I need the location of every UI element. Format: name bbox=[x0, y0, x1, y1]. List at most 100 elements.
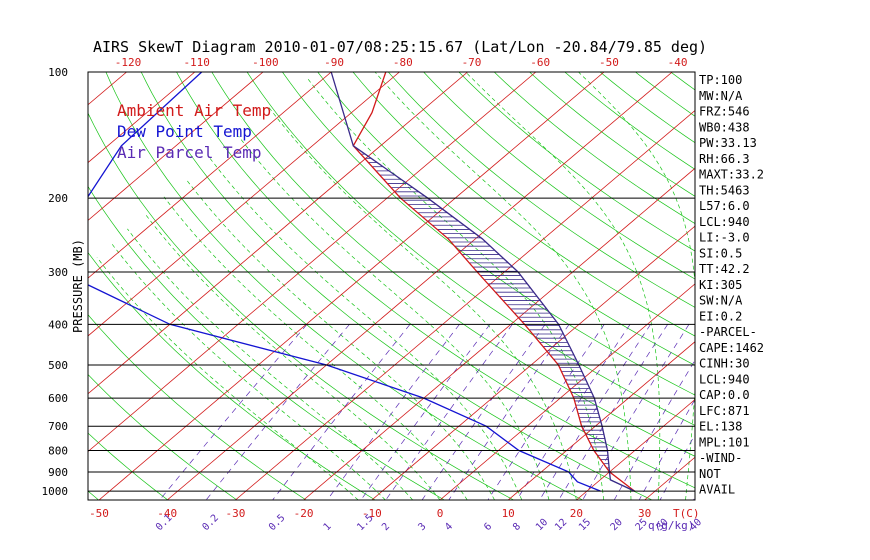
stat-line: RH:66.3 bbox=[699, 152, 750, 166]
top-temp-tick-label: -100 bbox=[252, 56, 279, 69]
stat-line: FRZ:546 bbox=[699, 105, 750, 119]
stat-line: L57:6.0 bbox=[699, 199, 750, 213]
pressure-tick-label: 500 bbox=[48, 359, 68, 372]
mixing-ratio-label: 2 bbox=[380, 521, 392, 533]
dry-adiabat-line bbox=[88, 185, 445, 500]
dry-adiabat-line bbox=[140, 72, 653, 500]
isotherm-line bbox=[88, 72, 468, 395]
stat-line: TT:42.2 bbox=[699, 262, 750, 276]
stat-line: MW:N/A bbox=[699, 89, 743, 103]
dry-adiabat-line bbox=[847, 72, 870, 500]
top-temp-tick-label: -110 bbox=[183, 56, 210, 69]
moist-adiabat-line bbox=[374, 72, 632, 500]
dry-adiabat-line bbox=[176, 72, 695, 489]
mixing-ratio-label: 8 bbox=[511, 521, 523, 533]
isotherm-line bbox=[781, 72, 870, 500]
pressure-tick-label: 700 bbox=[48, 420, 68, 433]
pressure-tick-label: 600 bbox=[48, 392, 68, 405]
mixing-ratio-line bbox=[638, 398, 695, 500]
isotherm-line bbox=[235, 109, 695, 500]
bottom-temp-tick-label: -30 bbox=[225, 507, 245, 520]
mixing-ratio-line bbox=[326, 324, 460, 500]
mixing-ratio-line bbox=[421, 324, 546, 500]
mixing-ratio-label: 0.2 bbox=[200, 513, 221, 534]
bottom-temp-tick-label: 0 bbox=[437, 507, 444, 520]
dry-adiabat-line bbox=[88, 314, 307, 500]
stat-line: SI:0.5 bbox=[699, 246, 742, 260]
stat-line: TH:5463 bbox=[699, 183, 750, 197]
parcel-temp-line bbox=[330, 72, 635, 492]
bottom-temp-tick-label: -40 bbox=[157, 507, 177, 520]
bottom-temp-ticks: -50 -40 -30 -20 -10 0 10 20 30 bbox=[89, 507, 651, 520]
isotherm-line bbox=[644, 456, 695, 500]
stat-line: LCL:940 bbox=[699, 215, 750, 229]
stat-line: NOT bbox=[699, 467, 721, 481]
isotherm-line bbox=[88, 72, 332, 279]
mixing-ratio-lines bbox=[159, 324, 695, 500]
isotherm-line bbox=[371, 225, 695, 500]
top-temp-tick-label: -120 bbox=[115, 56, 142, 69]
mixing-ratio-label: 12 bbox=[553, 517, 569, 533]
isotherm-line bbox=[88, 72, 264, 221]
mixing-ratio-line bbox=[516, 324, 631, 500]
mixing-ratio-line bbox=[487, 324, 605, 500]
moist-adiabat-line bbox=[111, 242, 386, 500]
mixing-ratio-label: 6 bbox=[482, 521, 494, 533]
legend-entry: Air Parcel Temp bbox=[117, 143, 262, 162]
dry-adiabat-line bbox=[88, 373, 238, 500]
pressure-tick-label: 300 bbox=[48, 266, 68, 279]
legend-entry: Dew Point Temp bbox=[117, 122, 252, 141]
mixing-ratio-line bbox=[205, 324, 350, 500]
isotherm-line bbox=[88, 72, 400, 337]
stat-line: MPL:101 bbox=[699, 435, 750, 449]
mixing-ratio-line bbox=[659, 433, 695, 500]
dry-adiabat-line bbox=[777, 72, 870, 500]
bottom-temp-tick-label: 20 bbox=[570, 507, 583, 520]
top-temp-tick-label: -60 bbox=[530, 56, 550, 69]
plot-frame bbox=[87, 71, 696, 501]
pressure-tick-label: 900 bbox=[48, 466, 68, 479]
mixing-ratio-label: 1 bbox=[322, 521, 334, 533]
stat-line: LCL:940 bbox=[699, 372, 750, 386]
dry-adiabat-line bbox=[282, 72, 695, 396]
dry-adiabat-line bbox=[352, 72, 695, 337]
stat-line: CAPE:1462 bbox=[699, 341, 764, 355]
dry-adiabat-line bbox=[423, 72, 695, 280]
top-temp-tick-label: -70 bbox=[462, 56, 482, 69]
y-axis-label: PRESSURE (MB) bbox=[71, 239, 85, 333]
dewpoint-temp-line bbox=[88, 72, 601, 492]
dry-adiabat-line bbox=[88, 251, 376, 500]
top-temp-tick-label: -50 bbox=[599, 56, 619, 69]
isotherm-line bbox=[166, 72, 673, 500]
stat-line: MAXT:33.2 bbox=[699, 168, 764, 182]
bottom-temp-tick-label: -10 bbox=[362, 507, 382, 520]
mixing-ratio-unit-label: q(g/kg) bbox=[648, 519, 694, 532]
bottom-temp-tick-label: -50 bbox=[89, 507, 109, 520]
dry-adiabat-line bbox=[458, 72, 695, 252]
stat-line: AVAIL bbox=[699, 483, 735, 497]
isotherm-line bbox=[507, 341, 695, 500]
stat-line: -PARCEL- bbox=[699, 325, 757, 339]
mixing-ratio-label: 4 bbox=[443, 521, 455, 533]
isotherms bbox=[0, 72, 870, 500]
isotherm-line bbox=[88, 72, 537, 453]
pressure-tick-label: 400 bbox=[48, 318, 68, 331]
isotherm-line bbox=[0, 72, 58, 500]
moist-adiabat-line bbox=[163, 196, 468, 500]
moist-adiabat-line bbox=[145, 214, 441, 500]
dry-adiabat-line bbox=[812, 72, 870, 500]
top-temp-tick-label: -80 bbox=[393, 56, 413, 69]
moist-adiabat-line bbox=[465, 72, 661, 500]
moist-adiabat-line bbox=[127, 228, 413, 500]
dry-adiabat-line bbox=[317, 72, 695, 366]
dry-adiabat-line bbox=[105, 72, 583, 500]
top-temp-ticks: -120 -110 -100 -90 -80 -70 -60 -50 -40 bbox=[115, 56, 688, 69]
pressure-tick-label: 100 bbox=[48, 66, 68, 79]
pressure-tick-label: 1000 bbox=[42, 485, 69, 498]
dry-adiabat-line bbox=[0, 72, 29, 500]
stat-line: CINH:30 bbox=[699, 357, 750, 371]
top-temp-tick-label: -90 bbox=[324, 56, 344, 69]
mixing-ratio-line bbox=[582, 324, 690, 500]
dry-adiabat-line bbox=[741, 72, 870, 500]
